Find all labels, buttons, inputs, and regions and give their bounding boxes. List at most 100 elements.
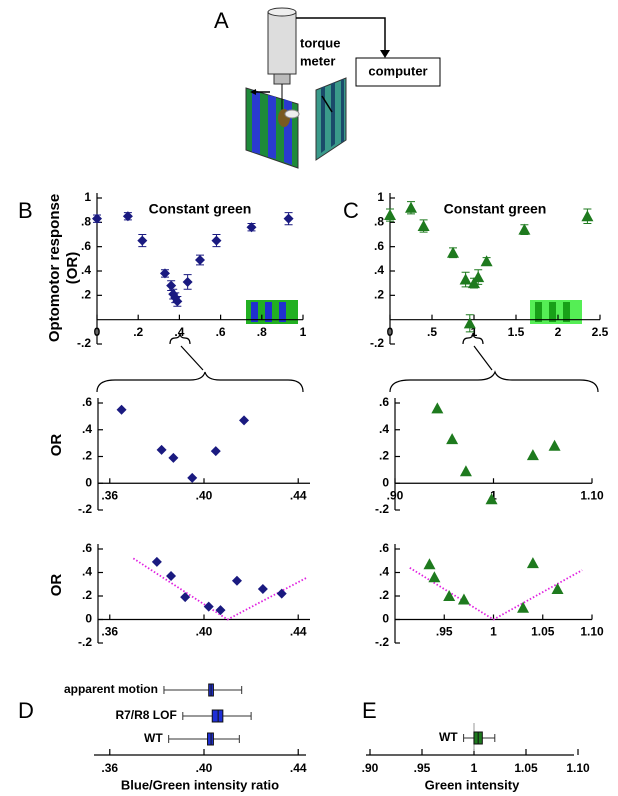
data-point <box>122 211 133 222</box>
data-point <box>548 439 561 451</box>
y-tick-label: .4 <box>374 263 384 277</box>
y-tick-label: -.2 <box>78 635 92 649</box>
x-tick-label: 1.10 <box>566 761 590 775</box>
x-tick-label: 1.05 <box>514 761 538 775</box>
y-tick-label: 0 <box>382 612 389 626</box>
data-point <box>116 404 127 415</box>
x-tick-label: .90 <box>387 488 404 502</box>
data-point <box>276 588 287 599</box>
x-axis-label: Blue/Green intensity ratio <box>121 777 279 792</box>
y-tick-label: .4 <box>82 565 92 579</box>
box <box>211 709 224 723</box>
x-tick-label: .36 <box>101 625 118 639</box>
data-point <box>551 582 564 594</box>
category-label: WT <box>144 731 163 745</box>
whisker-low <box>163 686 209 694</box>
x-tick-label: .44 <box>290 761 307 775</box>
y-tick-label: .2 <box>379 449 389 463</box>
panel-label: C <box>343 198 359 223</box>
data-point <box>526 557 539 569</box>
data-point <box>92 213 102 224</box>
panel-label: E <box>362 698 377 723</box>
stimulus-inset-blue-green <box>246 300 298 324</box>
data-point <box>203 601 214 612</box>
y-tick-label: -.2 <box>375 635 389 649</box>
x-tick-label: 1 <box>471 325 478 339</box>
chart-title: Constant green <box>149 201 252 217</box>
y-tick-label: .2 <box>81 288 91 302</box>
data-point <box>463 317 476 329</box>
x-tick-label: .95 <box>414 761 431 775</box>
data-point <box>480 255 493 267</box>
y-tick-label: 1 <box>377 190 384 204</box>
data-point <box>405 201 417 213</box>
x-tick-label: .6 <box>216 325 226 339</box>
computer-box <box>355 57 441 87</box>
category-label: WT <box>439 730 458 744</box>
y-tick-label: .2 <box>379 588 389 602</box>
y-tick-label: .2 <box>374 288 384 302</box>
zoom-arrow <box>180 345 204 371</box>
data-point <box>166 571 177 582</box>
arrow-head <box>380 50 390 58</box>
y-axis-label: (OR) <box>64 252 81 285</box>
torque-meter-base <box>273 73 291 85</box>
chart-title: Constant green <box>444 201 547 217</box>
x-tick-label: 1.10 <box>580 488 604 502</box>
whisker-high <box>482 734 496 742</box>
data-point <box>215 605 226 616</box>
data-point <box>283 213 294 224</box>
x-tick-label: .40 <box>196 488 213 502</box>
data-point <box>231 575 242 586</box>
diagram-label: computer <box>368 63 427 78</box>
whisker-high <box>213 686 243 694</box>
diagram-label: torque <box>300 35 340 50</box>
whisker-low <box>168 735 208 743</box>
fit-line <box>409 567 583 621</box>
data-point <box>459 465 472 477</box>
data-point <box>137 235 148 246</box>
y-tick-label: .6 <box>81 239 91 253</box>
stimulus-inset-green <box>530 300 582 324</box>
data-point <box>257 583 268 594</box>
whisker-high <box>213 735 240 743</box>
x-tick-label: .36 <box>101 761 118 775</box>
x-tick-label: .90 <box>362 761 379 775</box>
cable <box>296 17 386 52</box>
x-tick-label: 1 <box>300 325 307 339</box>
motion-arrow-right <box>321 95 333 113</box>
data-point <box>156 444 167 455</box>
y-tick-label: 0 <box>382 475 389 489</box>
panel-label: D <box>18 698 34 723</box>
data-point <box>459 273 472 285</box>
panel-label: A <box>214 8 229 33</box>
data-point <box>581 210 594 222</box>
x-axis-label: Green intensity <box>425 777 520 792</box>
x-tick-label: 1 <box>490 488 497 502</box>
zoom-brace <box>389 370 599 393</box>
data-point <box>468 277 480 289</box>
data-point <box>517 601 530 613</box>
x-tick-label: 1 <box>471 761 478 775</box>
y-tick-label: -.2 <box>370 336 384 350</box>
data-point <box>246 222 257 233</box>
data-point <box>417 219 430 231</box>
data-point <box>446 433 459 445</box>
data-point <box>443 590 456 601</box>
x-tick-label: 0 <box>94 325 101 339</box>
y-tick-label: 0 <box>85 612 92 626</box>
zoom-brace-small <box>462 332 484 345</box>
arrow-head <box>250 89 256 95</box>
y-tick-label: .6 <box>379 395 389 409</box>
diagram-label: meter <box>300 53 335 68</box>
y-tick-label: .4 <box>379 565 389 579</box>
x-tick-label: .40 <box>196 625 213 639</box>
data-point <box>526 449 539 461</box>
whisker-low <box>463 734 474 742</box>
data-point <box>195 255 205 266</box>
y-tick-label: .6 <box>379 541 389 555</box>
y-tick-label: .4 <box>82 422 92 436</box>
x-tick-label: .4 <box>174 325 184 339</box>
data-point <box>187 472 198 483</box>
y-tick-label: .4 <box>81 263 91 277</box>
